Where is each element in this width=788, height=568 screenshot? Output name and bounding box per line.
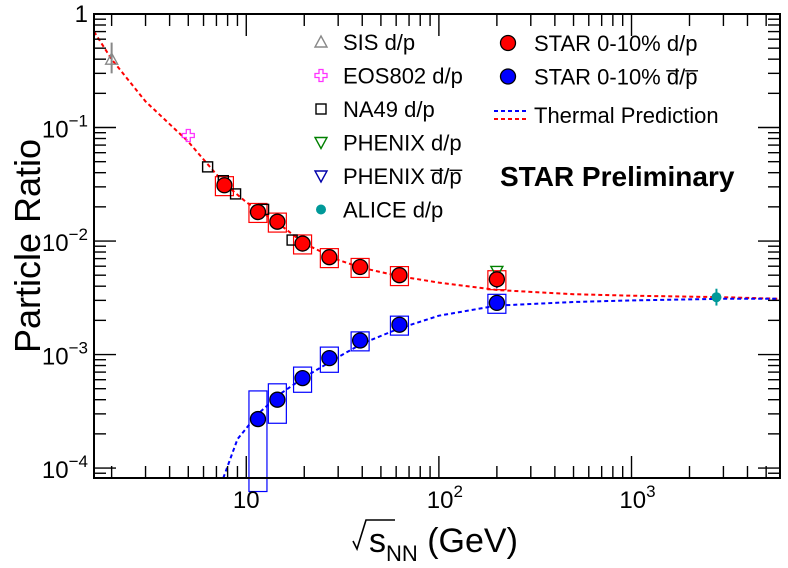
syst-box-0-4 bbox=[319, 248, 339, 269]
x-tick-label: 103 bbox=[619, 482, 655, 514]
x-axis-title-sub: NN bbox=[386, 541, 418, 566]
tick-label-exponent: −3 bbox=[69, 339, 88, 358]
data-point bbox=[711, 292, 722, 303]
legend-label: EOS802 d/p bbox=[343, 64, 463, 89]
data-point bbox=[104, 51, 119, 65]
x-axis-title: sNN (GeV) bbox=[352, 519, 518, 566]
syst-box-0-6 bbox=[389, 266, 410, 287]
syst-box-0-0 bbox=[214, 176, 235, 197]
legend-label: NA49 d/p bbox=[343, 97, 435, 122]
syst-box-1-5 bbox=[389, 315, 410, 336]
data-point bbox=[321, 349, 338, 367]
tick-label-exponent: −4 bbox=[69, 452, 88, 471]
legend-label: PHENIX d̅/p̅ bbox=[343, 164, 463, 189]
y-tick-label: 10−4 bbox=[42, 452, 88, 484]
syst-box-0-5 bbox=[350, 257, 370, 279]
data-point bbox=[201, 161, 214, 173]
tick-label-exponent: −1 bbox=[69, 112, 88, 131]
sqrt-symbol bbox=[352, 519, 395, 552]
legend-label: Thermal Prediction bbox=[534, 103, 719, 128]
legend: SIS d/p EOS802 d/p NA49 d/p PHENIX d/p PHENI… bbox=[313, 30, 719, 223]
legend-marker bbox=[313, 34, 329, 48]
tick-label-exponent: −2 bbox=[69, 225, 88, 244]
y-tick-label: 10−2 bbox=[42, 225, 88, 257]
data-point bbox=[294, 369, 311, 387]
data-point bbox=[249, 203, 267, 221]
data-point bbox=[269, 391, 286, 408]
star-preliminary-label: STAR Preliminary bbox=[500, 161, 735, 192]
syst-box-0-2 bbox=[267, 212, 287, 233]
legend-marker bbox=[499, 34, 517, 52]
thermal-curve-1 bbox=[222, 297, 780, 478]
x-tick-label: 10 bbox=[233, 487, 260, 514]
data-point bbox=[216, 177, 233, 194]
tick-label-exponent: 2 bbox=[454, 482, 463, 501]
thermal-curves bbox=[94, 31, 780, 478]
syst-box-0-7 bbox=[487, 270, 507, 291]
legend-marker bbox=[316, 204, 326, 215]
x-axis-title-s: s bbox=[369, 522, 386, 560]
syst-box-1-1 bbox=[267, 383, 287, 424]
data-point bbox=[351, 258, 369, 276]
data-point bbox=[391, 316, 408, 333]
tick-label-base: 10 bbox=[42, 344, 69, 371]
y-axis-title: Particle Ratio bbox=[7, 139, 48, 353]
svg-text:sNN (GeV): sNN (GeV) bbox=[369, 522, 518, 566]
data-point bbox=[391, 267, 408, 284]
legend-marker bbox=[314, 68, 328, 83]
tick-label-base: 10 bbox=[42, 230, 69, 257]
data-points bbox=[104, 42, 722, 428]
tick-label-base: 10 bbox=[42, 117, 69, 144]
data-point bbox=[294, 235, 311, 252]
data-point bbox=[321, 249, 338, 266]
tick-label-base: 10 bbox=[42, 457, 69, 484]
tick-label-base: 10 bbox=[619, 487, 646, 514]
legend-marker bbox=[499, 68, 517, 85]
data-point bbox=[249, 410, 267, 428]
legend-label: STAR 0-10% d/p bbox=[534, 31, 697, 56]
syst-box-1-2 bbox=[292, 366, 313, 393]
syst-box-1-4 bbox=[350, 331, 370, 352]
tick-label-base: 1 bbox=[75, 1, 88, 28]
legend-label: PHENIX d/p bbox=[343, 131, 462, 156]
data-point bbox=[488, 271, 506, 288]
syst-box-1-3 bbox=[319, 346, 339, 373]
tick-label-exponent: 3 bbox=[646, 482, 655, 501]
legend-marker bbox=[315, 103, 327, 115]
legend-label: SIS d/p bbox=[343, 30, 415, 55]
data-point bbox=[269, 213, 286, 230]
data-point bbox=[351, 332, 369, 349]
syst-box-0-1 bbox=[248, 202, 268, 224]
legend-marker bbox=[313, 136, 329, 150]
axis-ticks bbox=[94, 13, 780, 478]
x-axis-title-unit: (GeV) bbox=[418, 522, 518, 560]
data-point bbox=[488, 294, 506, 312]
legend-label: ALICE d/p bbox=[343, 198, 443, 223]
x-tick-label: 102 bbox=[427, 482, 463, 514]
syst-box-1-0 bbox=[248, 390, 268, 493]
y-tick-label: 10−3 bbox=[42, 339, 88, 371]
tick-label-base: 10 bbox=[233, 487, 260, 514]
legend-marker bbox=[313, 170, 329, 184]
y-tick-label: 10−1 bbox=[42, 112, 88, 144]
data-point bbox=[229, 188, 242, 200]
legend-label: STAR 0-10% d̅/p̅ bbox=[534, 65, 699, 90]
syst-box-1-6 bbox=[487, 293, 507, 314]
data-point bbox=[181, 128, 195, 143]
tick-label-base: 10 bbox=[427, 487, 454, 514]
y-tick-label: 1 bbox=[75, 1, 88, 28]
